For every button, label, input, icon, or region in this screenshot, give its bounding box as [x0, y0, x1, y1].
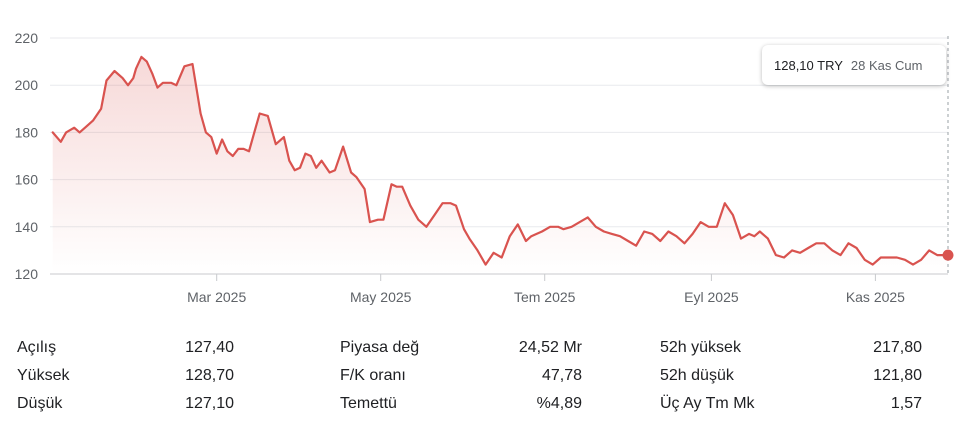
tooltip-price: 128,10 TRY [774, 57, 843, 73]
x-tick-label: Mar 2025 [187, 289, 246, 305]
stat-label-52w-high: 52h yüksek [660, 339, 741, 356]
stats-row: Açılış 127,40 Piyasa değ 24,52 Mr 52h yü… [0, 334, 960, 362]
stat-value-market-cap: 24,52 Mr [518, 339, 582, 356]
stat-value-low: 127,10 [185, 395, 234, 412]
price-tooltip: 128,10 TRY 28 Kas Cum [762, 45, 946, 85]
stats-row: Yüksek 128,70 F/K oranı 47,78 52h düşük … [0, 362, 960, 390]
stat-label-quarterly-div: Üç Ay Tm Mk [660, 395, 755, 412]
y-tick-label: 200 [15, 77, 39, 93]
tooltip-date: 28 Kas Cum [850, 57, 923, 73]
stat-value-52w-high: 217,80 [873, 339, 922, 356]
y-tick-label: 140 [15, 219, 39, 235]
stat-value-open: 127,40 [185, 339, 234, 356]
stat-label-low: Düşük [17, 395, 63, 412]
stat-label-market-cap: Piyasa değ [340, 339, 420, 356]
stats-row: Düşük 127,10 Temettü %4,89 Üç Ay Tm Mk 1… [0, 390, 960, 418]
y-tick-label: 120 [15, 266, 39, 282]
x-axis-ticks: Mar 2025 May 2025 Tem 2025 Eyl 2025 Kas 2025 [187, 274, 905, 305]
stat-value-pe-ratio: 47,78 [541, 367, 582, 384]
x-tick-label: Tem 2025 [514, 289, 576, 305]
y-tick-label: 180 [15, 124, 39, 140]
x-tick-label: Eyl 2025 [684, 289, 739, 305]
stat-label-dividend: Temettü [340, 395, 397, 412]
y-tick-label: 220 [15, 30, 39, 46]
hover-point [942, 249, 954, 261]
stat-value-dividend: %4,89 [536, 395, 582, 412]
y-tick-label: 160 [15, 172, 39, 188]
price-chart: 120 140 160 180 200 220 Mar 2025 May 2025 Tem 2… [15, 30, 954, 305]
stat-value-52w-low: 121,80 [873, 367, 922, 384]
stat-label-open: Açılış [17, 339, 57, 356]
stat-label-52w-low: 52h düşük [660, 367, 734, 384]
x-tick-label: Kas 2025 [846, 289, 905, 305]
stat-label-pe-ratio: F/K oranı [340, 367, 406, 384]
price-line [51, 55, 950, 266]
price-area-fill [52, 56, 948, 275]
stat-label-high: Yüksek [17, 367, 70, 384]
y-axis-labels: 120 140 160 180 200 220 [15, 30, 39, 282]
key-stats: Açılış 127,40 Piyasa değ 24,52 Mr 52h yü… [0, 334, 960, 418]
stat-value-quarterly-div: 1,57 [890, 395, 922, 412]
x-tick-label: May 2025 [350, 289, 412, 305]
stat-value-high: 128,70 [185, 367, 234, 384]
